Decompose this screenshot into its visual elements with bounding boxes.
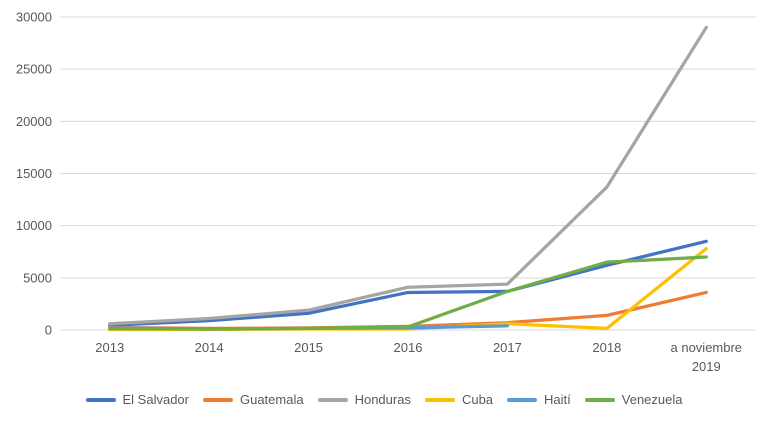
legend-label: El Salvador <box>122 392 189 407</box>
series-lines <box>108 25 708 332</box>
y-tick-label: 30000 <box>16 10 52 25</box>
gridlines <box>60 16 756 331</box>
x-axis-tick-labels: 2013 2014 2015 2016 2017 2018 a noviembre 2019 <box>95 340 742 374</box>
legend-swatch-haiti <box>507 397 538 402</box>
legend-swatch-cuba <box>424 397 455 402</box>
y-tick-label: 10000 <box>16 218 52 233</box>
chart-legend: El Salvador Guatemala Honduras Cuba Haití Ven… <box>0 392 768 407</box>
legend-item-cuba: Cuba <box>424 392 494 407</box>
legend-label: Guatemala <box>239 392 304 407</box>
legend-item-haiti: Haití <box>507 392 571 407</box>
legend-item-guatemala: Guatemala <box>202 392 304 407</box>
legend-swatch-venezuela <box>584 397 615 402</box>
y-tick-label: 20000 <box>16 114 52 129</box>
legend-label: Cuba <box>461 392 494 407</box>
x-tick-label: a noviembre 2019 <box>671 340 743 374</box>
x-tick-label: 2015 <box>294 340 323 355</box>
legend-label: Haití <box>544 392 571 407</box>
legend-item-el-salvador: El Salvador <box>85 392 189 407</box>
y-axis-tick-labels: 0 5000 10000 15000 20000 25000 30000 <box>16 10 52 338</box>
x-tick-label: 2017 <box>493 340 522 355</box>
x-tick-label: 2016 <box>394 340 423 355</box>
y-tick-label: 15000 <box>16 166 52 181</box>
x-tick-label: 2013 <box>95 340 124 355</box>
legend-label: Venezuela <box>621 392 683 407</box>
legend-item-honduras: Honduras <box>317 392 411 407</box>
legend-swatch-guatemala <box>202 397 233 402</box>
legend-label: Honduras <box>354 392 411 407</box>
legend-swatch-honduras <box>317 397 348 402</box>
y-tick-label: 25000 <box>16 62 52 77</box>
series-line-el-salvador <box>108 239 708 327</box>
x-tick-label: 2018 <box>592 340 621 355</box>
x-tick-label: 2014 <box>195 340 224 355</box>
legend-swatch-el-salvador <box>85 397 116 402</box>
series-line-honduras <box>108 25 708 326</box>
series-line-venezuela <box>108 255 708 331</box>
y-tick-label: 0 <box>45 323 52 338</box>
legend-item-venezuela: Venezuela <box>584 392 683 407</box>
y-tick-label: 5000 <box>23 270 52 285</box>
series-line-guatemala <box>108 290 708 331</box>
